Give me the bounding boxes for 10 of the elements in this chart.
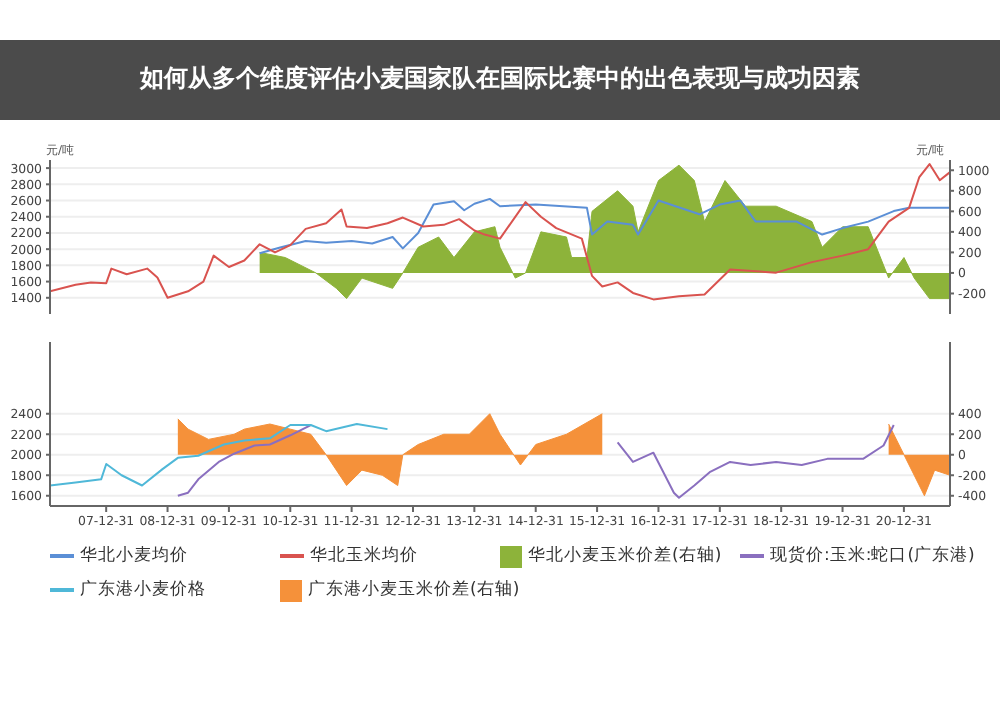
legend-label: 现货价:玉米:蛇口(广东港) xyxy=(770,544,975,568)
chart-title: 如何从多个维度评估小麦国家队在国际比赛中的出色表现与成功因素 xyxy=(140,64,860,96)
line-series xyxy=(50,163,950,301)
legend-label: 华北小麦玉米价差(右轴) xyxy=(528,544,722,568)
legend-label: 华北小麦均价 xyxy=(80,544,188,568)
legend-label: 华北玉米均价 xyxy=(310,544,418,568)
line-series xyxy=(258,197,950,255)
legend-label: 广东港小麦玉米价差(右轴) xyxy=(308,578,520,602)
line-series xyxy=(50,423,389,487)
legend-label: 广东港小麦价格 xyxy=(80,578,206,602)
